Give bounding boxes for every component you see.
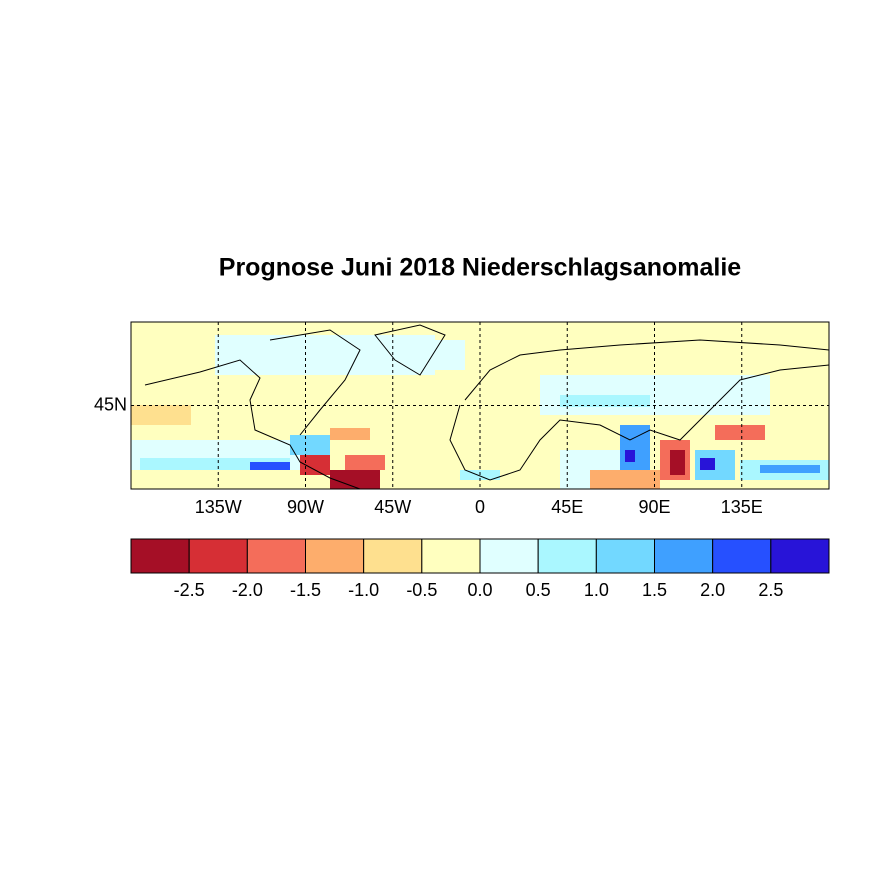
coastline xyxy=(269,329,361,436)
colorbar-tick-label: 0.5 xyxy=(526,580,551,600)
patch xyxy=(131,405,191,425)
colorbar-tick-label: -1.5 xyxy=(290,580,321,600)
colorbar-tick-label: -2.5 xyxy=(174,580,205,600)
patch xyxy=(345,455,385,470)
map-title: Prognose Juni 2018 Niederschlagsanomalie xyxy=(219,254,742,282)
patch xyxy=(290,435,330,455)
colorbar-swatch xyxy=(479,538,539,574)
colorbar-swatch xyxy=(246,538,306,574)
patch xyxy=(395,340,465,370)
colorbar-tick-label: -2.0 xyxy=(232,580,263,600)
coastline xyxy=(374,324,446,376)
coastline xyxy=(144,359,361,490)
colorbar-swatch xyxy=(305,538,365,574)
x-tick-label: 135W xyxy=(195,497,242,517)
patch xyxy=(715,425,765,440)
x-tick-label: 45E xyxy=(551,497,583,517)
map-frame xyxy=(130,321,830,490)
colorbar-swatch xyxy=(363,538,423,574)
patch xyxy=(250,462,290,470)
colorbar-tick-label: 2.0 xyxy=(700,580,725,600)
patch xyxy=(300,455,330,475)
map xyxy=(130,321,830,490)
colorbar-tick-label: 1.0 xyxy=(584,580,609,600)
patch xyxy=(560,395,650,407)
colorbar-swatch xyxy=(712,538,772,574)
x-tick-label: 90W xyxy=(287,497,324,517)
patch xyxy=(625,450,635,462)
colorbar-tick-label: 2.5 xyxy=(758,580,783,600)
coastline xyxy=(449,364,830,481)
x-tick-label: 135E xyxy=(721,497,763,517)
x-tick-label: 0 xyxy=(475,497,485,517)
coastline xyxy=(464,339,830,401)
patch xyxy=(330,470,380,489)
colorbar-swatch xyxy=(770,538,830,574)
colorbar-swatch xyxy=(537,538,597,574)
x-tick-label: 90E xyxy=(638,497,670,517)
colorbar-swatch xyxy=(595,538,655,574)
colorbar: -2.5 -2.0 -1.5 -1.0 -0.5 0.0 0.5 1.0 1.5 2.0 2.5 xyxy=(130,538,830,600)
colorbar-swatch xyxy=(188,538,248,574)
colorbar-tick-label: -0.5 xyxy=(406,580,437,600)
colorbar-tick-label: 0.0 xyxy=(467,580,492,600)
x-tick-label: 45W xyxy=(374,497,411,517)
patch xyxy=(700,458,715,470)
colorbar-swatch xyxy=(130,538,190,574)
coastlines xyxy=(144,324,830,490)
patch xyxy=(590,470,660,489)
colorbar-tick-label: -1.0 xyxy=(348,580,379,600)
patch xyxy=(760,465,820,473)
colorbar-swatch xyxy=(654,538,714,574)
anomaly-patches xyxy=(131,335,829,489)
colorbar-tick-label: 1.5 xyxy=(642,580,667,600)
patch xyxy=(330,428,370,440)
y-tick-label: 45N xyxy=(94,394,127,414)
patch xyxy=(670,450,685,475)
colorbar-swatch xyxy=(421,538,481,574)
